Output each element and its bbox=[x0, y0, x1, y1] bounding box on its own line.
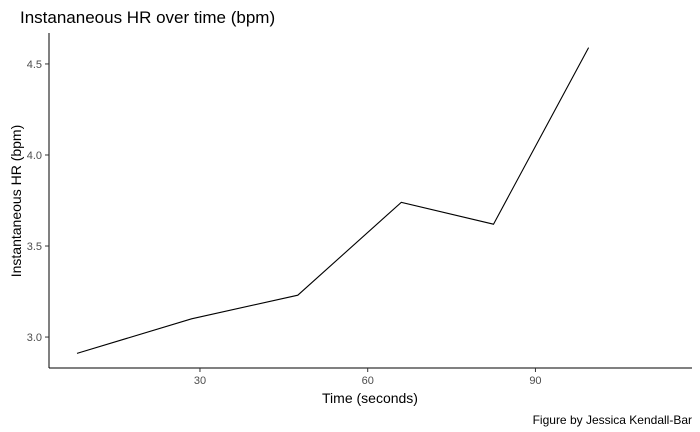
chart-title: Instananeous HR over time (bpm) bbox=[20, 8, 275, 27]
x-tick-label: 90 bbox=[529, 375, 541, 387]
y-tick-label: 4.5 bbox=[27, 59, 42, 71]
hr-series-line bbox=[76, 47, 590, 354]
x-tick-label: 30 bbox=[194, 375, 206, 387]
x-axis-ticks: 30 60 90 bbox=[194, 368, 542, 387]
x-tick-label: 60 bbox=[362, 375, 374, 387]
plot-area: 3.0 3.5 4.0 4.5 30 60 90 bbox=[27, 33, 692, 387]
y-axis-title: Instantaneous HR (bpm) bbox=[8, 125, 24, 278]
chart-caption: Figure by Jessica Kendall-Bar bbox=[533, 413, 692, 427]
y-tick-label: 3.0 bbox=[27, 332, 42, 344]
x-axis-title: Time (seconds) bbox=[322, 390, 418, 406]
y-tick-label: 3.5 bbox=[27, 241, 42, 253]
y-axis-ticks: 3.0 3.5 4.0 4.5 bbox=[27, 59, 49, 344]
series-group bbox=[76, 47, 590, 354]
y-tick-label: 4.0 bbox=[27, 150, 42, 162]
